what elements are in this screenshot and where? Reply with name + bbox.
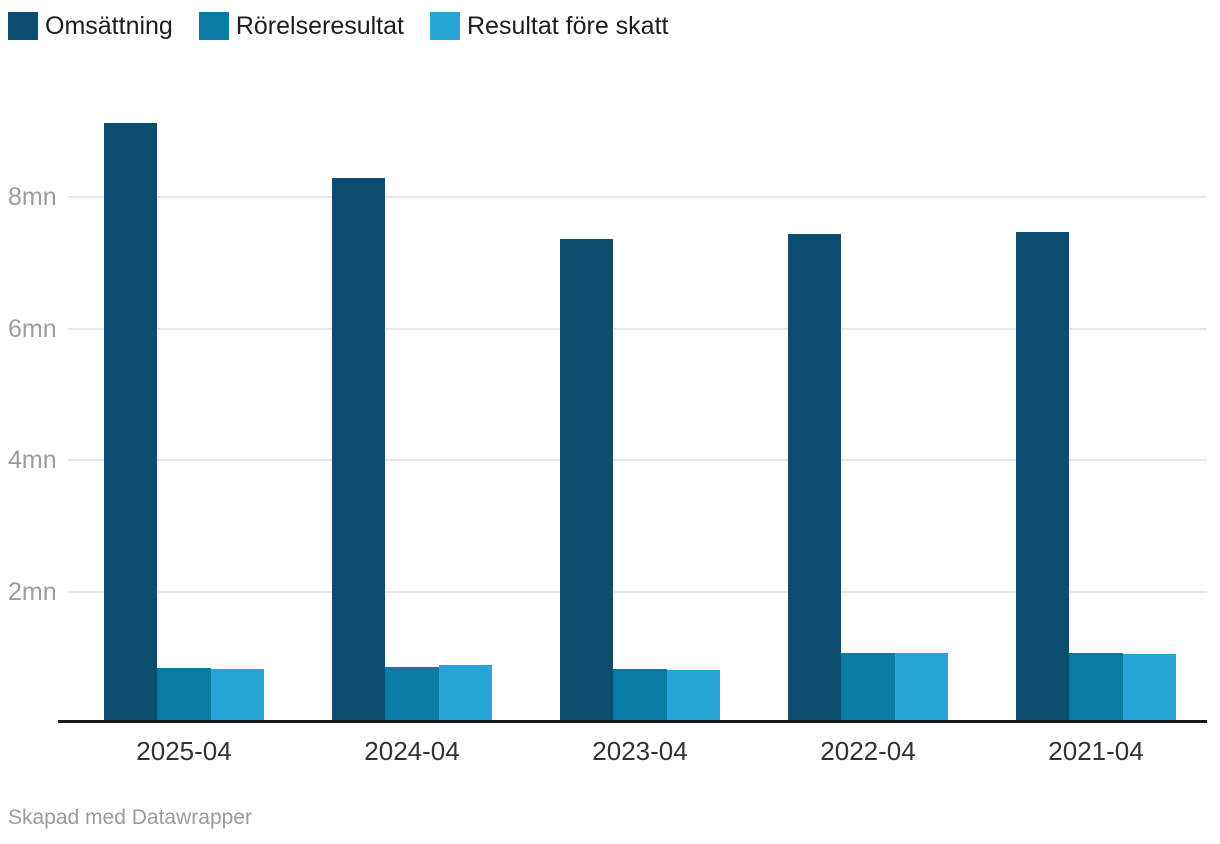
- bar-2024-04-oms-ttning[interactable]: [332, 177, 386, 723]
- attribution-text[interactable]: Skapad med Datawrapper: [8, 806, 252, 829]
- x-axis-label-2022-04: 2022-04: [820, 736, 916, 766]
- bar-2021-04-resultat-f-re-skatt[interactable]: [1122, 654, 1176, 723]
- bar-2022-04-r-relseresultat[interactable]: [841, 652, 895, 723]
- bar-2023-04-resultat-f-re-skatt[interactable]: [666, 669, 720, 723]
- bar-2021-04-oms-ttning[interactable]: [1016, 231, 1070, 723]
- gridline-2mn: [68, 590, 1207, 593]
- y-tick-label-4mn: 4mn: [8, 446, 57, 475]
- gridline-6mn: [68, 327, 1207, 330]
- bar-2025-04-oms-ttning[interactable]: [104, 122, 158, 723]
- legend-swatch-icon: [198, 12, 229, 40]
- y-tick-label-2mn: 2mn: [8, 577, 57, 606]
- gridline-8mn: [68, 196, 1207, 199]
- legend-item-oms-ttning: Omsättning: [8, 12, 173, 40]
- bar-2022-04-resultat-f-re-skatt[interactable]: [894, 653, 948, 723]
- bar-2025-04-r-relseresultat[interactable]: [157, 667, 211, 723]
- legend-item-r-relseresultat: Rörelseresultat: [198, 11, 404, 40]
- bar-2022-04-oms-ttning[interactable]: [788, 234, 842, 723]
- y-tick-label-6mn: 6mn: [8, 314, 57, 343]
- x-axis-line: [58, 720, 1207, 723]
- legend-label: Omsättning: [45, 11, 173, 40]
- bar-2024-04-r-relseresultat[interactable]: [385, 667, 439, 723]
- x-axis-label-2023-04: 2023-04: [592, 736, 688, 766]
- bar-2024-04-resultat-f-re-skatt[interactable]: [438, 664, 492, 723]
- attribution: Skapad med Datawrapper: [8, 806, 252, 830]
- x-axis-label-2024-04: 2024-04: [364, 736, 460, 766]
- y-tick-label-8mn: 8mn: [8, 183, 57, 212]
- chart-legend: Omsättning Rörelseresultat Resultat före s…: [8, 12, 668, 40]
- bar-2025-04-resultat-f-re-skatt[interactable]: [210, 669, 264, 723]
- bar-2021-04-r-relseresultat[interactable]: [1069, 653, 1123, 723]
- legend-label: Rörelseresultat: [235, 11, 404, 40]
- bar-2023-04-r-relseresultat[interactable]: [613, 669, 667, 723]
- legend-item-resultat-f-re-skatt: Resultat före skatt: [429, 11, 669, 40]
- legend-swatch-icon: [8, 12, 38, 40]
- gridline-4mn: [68, 459, 1207, 462]
- legend-swatch-icon: [429, 12, 460, 40]
- legend-label: Resultat före skatt: [466, 11, 669, 40]
- x-axis-label-2025-04: 2025-04: [136, 736, 232, 766]
- bar-2023-04-oms-ttning[interactable]: [560, 238, 614, 723]
- x-axis-label-2021-04: 2021-04: [1048, 736, 1144, 766]
